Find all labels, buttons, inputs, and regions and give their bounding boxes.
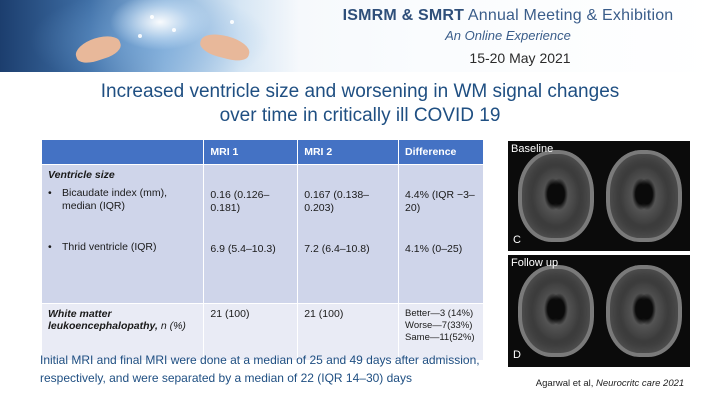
mri-panel-letter-c: C: [513, 234, 521, 246]
bicaudate-mri1: 0.16 (0.126–0.181): [210, 189, 270, 214]
table-cell-wm-mri2: 21 (100): [297, 303, 400, 360]
sparkle-decoration: [150, 15, 154, 19]
mri-follow-up-label: Follow up: [511, 257, 559, 269]
third-ventricle-row-label: • Thrid ventricle (IQR): [48, 241, 197, 254]
table-cell-mri1-ventricle: 0.16 (0.126–0.181) 6.9 (5.4–10.3): [203, 164, 299, 304]
conference-subtitle: An Online Experience: [445, 28, 571, 43]
brain-scan-image: [518, 150, 594, 242]
conference-name-bold: ISMRM & SMRT: [342, 7, 465, 24]
sparkle-decoration: [172, 28, 176, 32]
brain-scan-image: [606, 265, 682, 357]
third-ventricle-difference: 4.1% (0–25): [405, 243, 463, 255]
table-header-cell: [42, 140, 205, 165]
slide-title: Increased ventricle size and worsening i…: [60, 80, 660, 128]
table-header-cell: Difference: [398, 140, 484, 165]
wm-diff-better: Better—3 (14%): [405, 308, 474, 319]
banner-hands-globe-illustration: [0, 0, 300, 72]
sparkle-decoration: [138, 34, 142, 38]
table-cell-wm-difference: Better—3 (14%) Worse—7(33%) Same—11(52%): [398, 303, 484, 360]
mri-baseline-panel: Baseline C: [508, 141, 690, 251]
ventricle-size-label: Ventricle size: [48, 169, 115, 181]
citation-authors: Agarwal et al,: [535, 378, 594, 389]
bicaudate-row-label: • Bicaudate index (mm), median (IQR): [48, 187, 197, 213]
table-header-cell: MRI 2: [297, 140, 400, 165]
conference-name: ISMRM & SMRT Annual Meeting & Exhibition: [308, 7, 708, 25]
bicaudate-label: Bicaudate index (mm), median (IQR): [62, 187, 168, 212]
sparkle-decoration: [230, 20, 234, 24]
brain-scan-image: [518, 265, 594, 357]
table-cell-wm-label: White matter leukoencephalopathy, n (%): [42, 303, 205, 360]
mri-follow-up-panel: Follow up D: [508, 255, 690, 367]
bicaudate-mri2: 0.167 (0.138–0.203): [304, 189, 370, 214]
brain-scan-image: [606, 150, 682, 242]
conference-name-rest: Annual Meeting & Exhibition: [467, 7, 674, 24]
right-hand-graphic: [198, 29, 252, 65]
left-hand-graphic: [72, 31, 124, 67]
methods-footnote: Initial MRI and final MRI were done at a…: [40, 353, 480, 385]
bullet-icon: •: [48, 241, 52, 253]
bicaudate-difference: 4.4% (IQR −3–20): [405, 189, 475, 214]
results-table: MRI 1 MRI 2 Difference Ventricle size • …: [42, 140, 484, 360]
table-cell-difference-ventricle: 4.4% (IQR −3–20) 4.1% (0–25): [398, 164, 484, 304]
slide-title-line-1: Increased ventricle size and worsening i…: [100, 81, 620, 102]
slide-title-line-2: over time in critically ill COVID 19: [219, 105, 501, 126]
citation-journal: Neurocritc care 2021: [596, 378, 685, 389]
third-ventricle-label: Thrid ventricle (IQR): [62, 241, 157, 253]
table-cell-mri2-ventricle: 0.167 (0.138–0.203) 7.2 (6.4–10.8): [297, 164, 400, 304]
table-row-white-matter: White matter leukoencephalopathy, n (%) …: [42, 303, 484, 360]
wm-diff-same: Same—11(52%): [405, 332, 475, 343]
citation: Agarwal et al, Neurocritc care 2021: [510, 378, 710, 389]
table-row-ventricle-size: Ventricle size • Bicaudate index (mm), m…: [42, 164, 484, 304]
table-header-row: MRI 1 MRI 2 Difference: [42, 140, 484, 165]
table-cell-wm-mri1: 21 (100): [203, 303, 299, 360]
wm-label: White matter leukoencephalopathy,: [48, 308, 158, 332]
wm-diff-worse: Worse—7(33%): [405, 320, 473, 331]
conference-dates: 15-20 May 2021: [469, 50, 571, 66]
wm-label-suffix: n (%): [160, 320, 186, 332]
third-ventricle-mri2: 7.2 (6.4–10.8): [304, 243, 370, 255]
mri-panel-letter-d: D: [513, 349, 521, 361]
table-header-cell: MRI 1: [203, 140, 299, 165]
third-ventricle-mri1: 6.9 (5.4–10.3): [210, 243, 276, 255]
conference-banner: ISMRM & SMRT Annual Meeting & Exhibition…: [0, 0, 720, 72]
bullet-icon: •: [48, 187, 52, 199]
mri-baseline-label: Baseline: [511, 143, 554, 155]
table-cell-ventricle-labels: Ventricle size • Bicaudate index (mm), m…: [42, 164, 205, 304]
